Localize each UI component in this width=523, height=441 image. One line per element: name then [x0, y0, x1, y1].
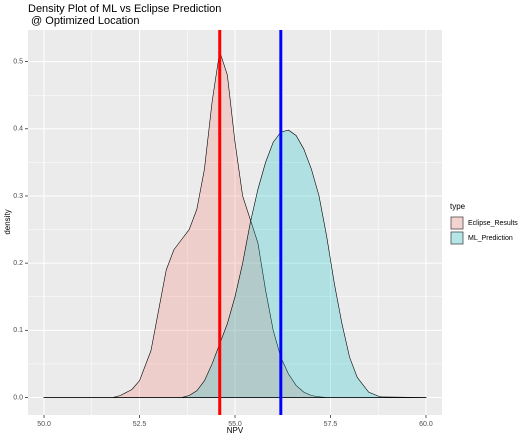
x-tick-label: 57.5: [324, 421, 338, 428]
x-tick-label: 60.0: [419, 421, 433, 428]
legend-swatch: [450, 216, 464, 230]
chart-title: @ Optimized Location: [28, 15, 139, 27]
x-tick-label: 55.0: [228, 421, 242, 428]
legend-key: [450, 231, 464, 245]
y-tick-label: 0.0: [13, 394, 23, 401]
x-tick-label: 52.5: [133, 421, 147, 428]
legend-key: [450, 216, 464, 230]
y-tick-label: 0.2: [13, 260, 23, 267]
y-axis-title: density: [3, 209, 12, 234]
legend-label: Eclipse_Results: [468, 220, 518, 227]
y-tick-label: 0.5: [13, 58, 23, 65]
legend-title: type: [450, 202, 466, 211]
y-tick-label: 0.4: [13, 126, 23, 133]
y-tick-label: 0.3: [13, 193, 23, 200]
legend-swatch: [450, 231, 464, 245]
chart-title: Density Plot of ML vs Eclipse Prediction: [28, 3, 221, 15]
density-area: [43, 129, 427, 398]
legend-label: ML_Prediction: [468, 235, 513, 242]
x-tick-label: 50.0: [37, 421, 51, 428]
y-tick-label: 0.1: [13, 327, 23, 334]
x-axis-title: NPV: [227, 426, 244, 435]
